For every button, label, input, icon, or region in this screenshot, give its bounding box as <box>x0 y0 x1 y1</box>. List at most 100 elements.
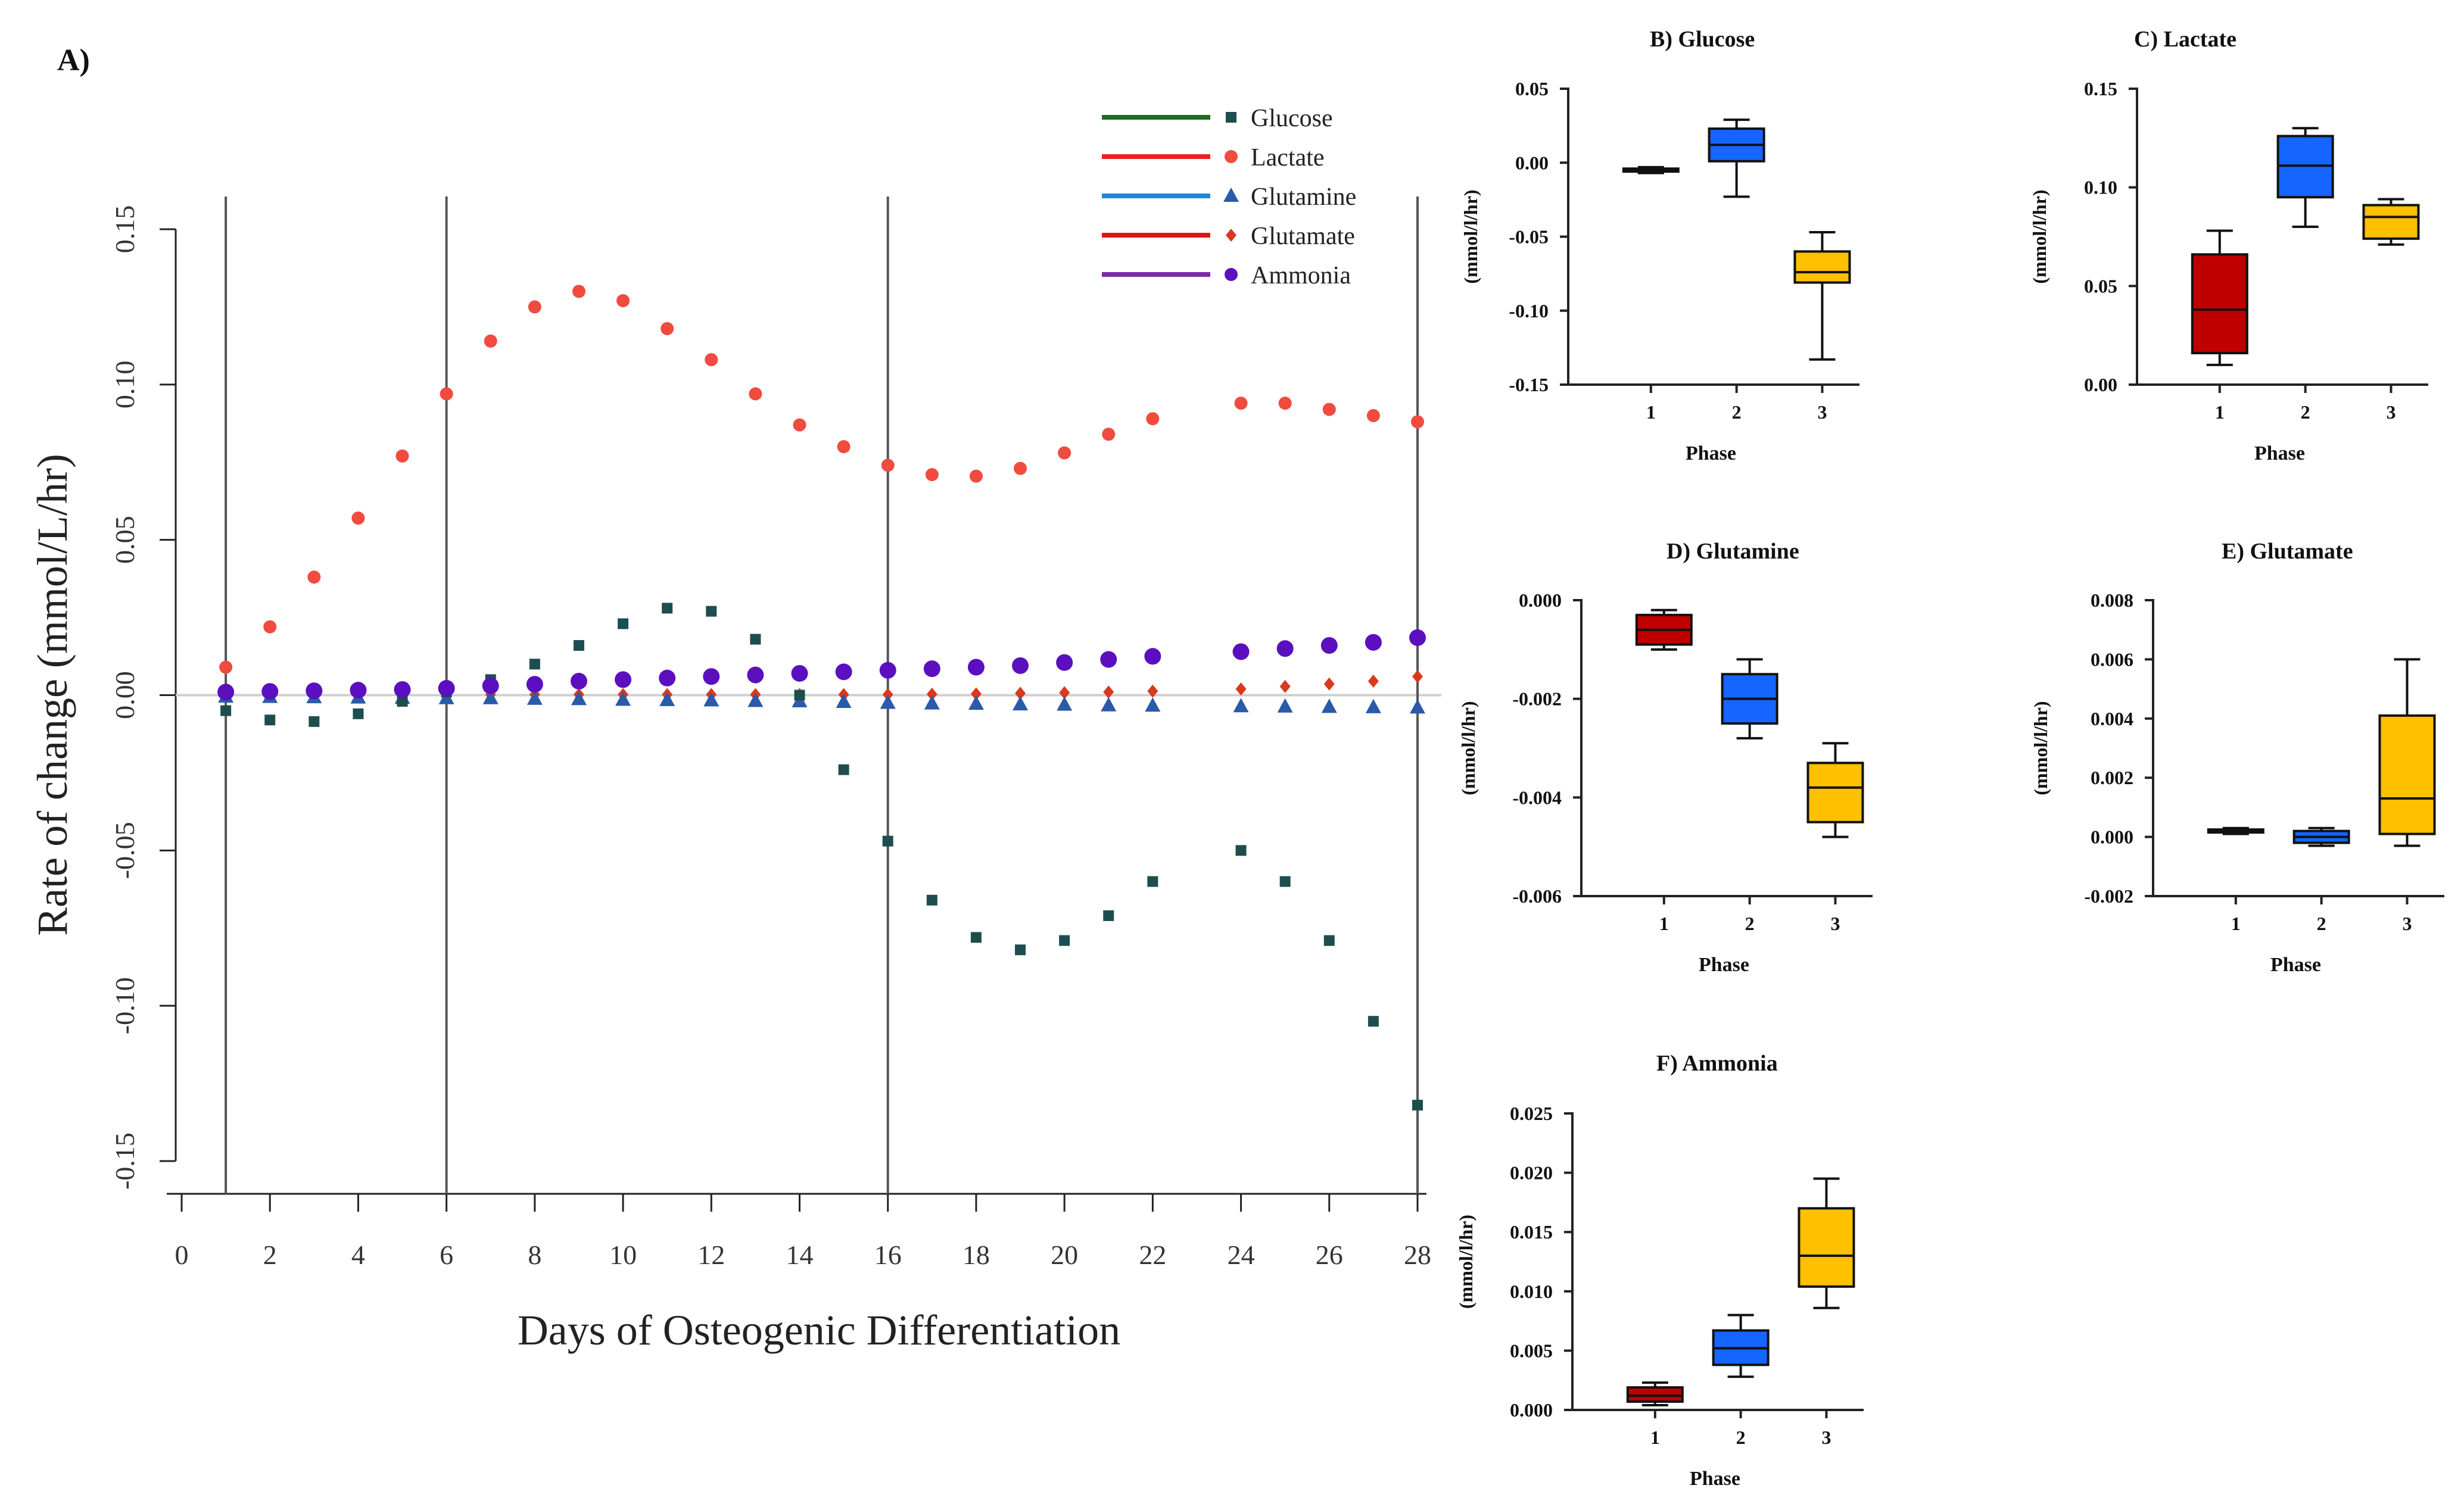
box-iqr <box>1798 1207 1855 1288</box>
glutamine-point <box>571 691 587 706</box>
lactate-point <box>307 570 321 584</box>
ammonia-point <box>967 659 985 676</box>
lactate-point <box>1366 409 1380 422</box>
y-tick-label: 0.00 <box>110 671 140 719</box>
y-tick-label: -0.002 <box>1512 688 1562 710</box>
ammonia-point <box>703 668 720 685</box>
x-tick-label: 2 <box>2301 401 2310 423</box>
ammonia-point <box>659 669 676 687</box>
panel-title: D) Glutamine <box>1666 539 1799 564</box>
y-tick-label: 0.002 <box>2091 767 2133 788</box>
box-phase-3 <box>1793 231 1851 361</box>
glutamine-point <box>1277 698 1293 713</box>
box-phase-1 <box>1622 166 1680 174</box>
y-axis-label: (mmol/l/hr) <box>2030 701 2051 795</box>
x-tick-label: 1 <box>1650 1427 1660 1448</box>
glucose-point <box>1323 935 1335 946</box>
glutamine-point <box>924 695 940 710</box>
y-tick-label: -0.10 <box>110 977 140 1034</box>
glucose-point <box>794 689 805 701</box>
legend-marker-glucose <box>1226 112 1236 123</box>
glucose-point <box>838 764 849 775</box>
lactate-point <box>1146 412 1160 426</box>
x-tick-label: 8 <box>528 1240 541 1270</box>
y-axis-label: (mmol/l/hr) <box>1455 1215 1476 1309</box>
legend-label-glutamine: Glutamine <box>1251 183 1356 211</box>
ammonia-point <box>526 676 543 693</box>
x-tick-label: 1 <box>1646 401 1656 423</box>
y-tick-label: 0.05 <box>2084 275 2117 297</box>
lactate-point <box>661 322 674 335</box>
ammonia-point <box>615 671 632 688</box>
x-tick-label: 28 <box>1404 1240 1431 1270</box>
box-phase-2 <box>2292 826 2350 847</box>
x-axis-label: Days of Osteogenic Differentiation <box>518 1306 1120 1354</box>
lactate-point <box>395 449 409 463</box>
y-tick-label: -0.05 <box>110 822 140 879</box>
glucose-point <box>309 716 320 727</box>
lactate-point <box>351 511 365 525</box>
x-tick-label: 1 <box>2231 913 2241 934</box>
y-tick-label: 0.10 <box>2084 177 2117 198</box>
y-tick-label: 0.000 <box>1519 589 1562 611</box>
lactate-point <box>219 660 233 674</box>
lactate-point <box>528 300 541 314</box>
x-tick-label: 16 <box>874 1240 902 1270</box>
lactate-point <box>263 620 277 634</box>
box-phase-1 <box>1635 609 1693 651</box>
ammonia-point <box>1056 654 1073 671</box>
legend-marker-glutamine <box>1223 188 1239 202</box>
y-tick-label: -0.002 <box>2084 885 2133 907</box>
y-tick-label: -0.004 <box>1512 787 1562 808</box>
y-axis-label: (mmol/l/hr) <box>2029 189 2050 283</box>
x-tick-label: 6 <box>440 1240 453 1270</box>
box-phase-3 <box>2378 658 2436 847</box>
ammonia-point <box>1365 634 1382 651</box>
box-phase-3 <box>2362 198 2420 246</box>
ammonia-point <box>835 663 852 681</box>
lactate-point <box>616 294 630 307</box>
series-glucose <box>220 603 1423 1111</box>
x-tick-label: 1 <box>1659 913 1669 934</box>
y-tick-label: -0.05 <box>1509 226 1549 248</box>
y-tick-label: -0.15 <box>110 1132 140 1190</box>
x-tick-label: 3 <box>1817 401 1827 423</box>
glutamine-point <box>527 690 543 705</box>
glutamine-point <box>1233 698 1249 713</box>
glutamate-point <box>970 687 982 701</box>
glutamate-point <box>1015 687 1026 700</box>
y-tick-label: 0.05 <box>1515 78 1549 99</box>
x-tick-label: 2 <box>1745 913 1755 934</box>
legend-label-lactate: Lactate <box>1251 144 1325 171</box>
glucose-point <box>926 894 937 906</box>
x-tick-label: 26 <box>1316 1240 1343 1270</box>
glutamine-point <box>1410 699 1425 714</box>
ammonia-point <box>1276 640 1294 657</box>
y-tick-label: 0.05 <box>110 516 140 564</box>
x-tick-label: 4 <box>351 1240 365 1270</box>
glutamine-point <box>659 691 675 706</box>
x-tick-label: 24 <box>1228 1240 1255 1270</box>
box-phase-2 <box>2276 127 2334 228</box>
x-tick-label: 2 <box>263 1240 277 1270</box>
lactate-point <box>1322 403 1336 416</box>
glutamine-point <box>703 692 719 707</box>
box-phase-3 <box>1806 742 1864 838</box>
x-tick-label: 22 <box>1139 1240 1166 1270</box>
y-tick-label: 0.020 <box>1510 1162 1553 1184</box>
panel-title: C) Lactate <box>2134 27 2236 52</box>
lactate-point <box>793 418 806 432</box>
panel-title: B) Glucose <box>1650 27 1755 52</box>
lactate-point <box>440 387 453 401</box>
lactate-point <box>1058 446 1071 460</box>
glutamine-box-plot: D) Glutamine 0.000 -0.002 -0.004 -0.006 (mmol… <box>1457 539 1873 976</box>
glutamate-box-plot: E) Glutamate 0.008 0.006 0.004 0.002 0.000 -0.… <box>2030 539 2444 976</box>
legend-label-ammonia: Ammonia <box>1251 262 1351 289</box>
glucose-point <box>353 708 364 719</box>
glucose-box-plot: B) Glucose 0.05 0.00 -0.05 -0.10 -0.15 (mmol/l… <box>1460 27 1859 464</box>
y-axis-label: (mmol/l/hr) <box>1457 701 1479 795</box>
glucose-point <box>618 618 629 629</box>
ammonia-point <box>1320 637 1338 654</box>
y-tick-label: 0.015 <box>1510 1221 1553 1243</box>
